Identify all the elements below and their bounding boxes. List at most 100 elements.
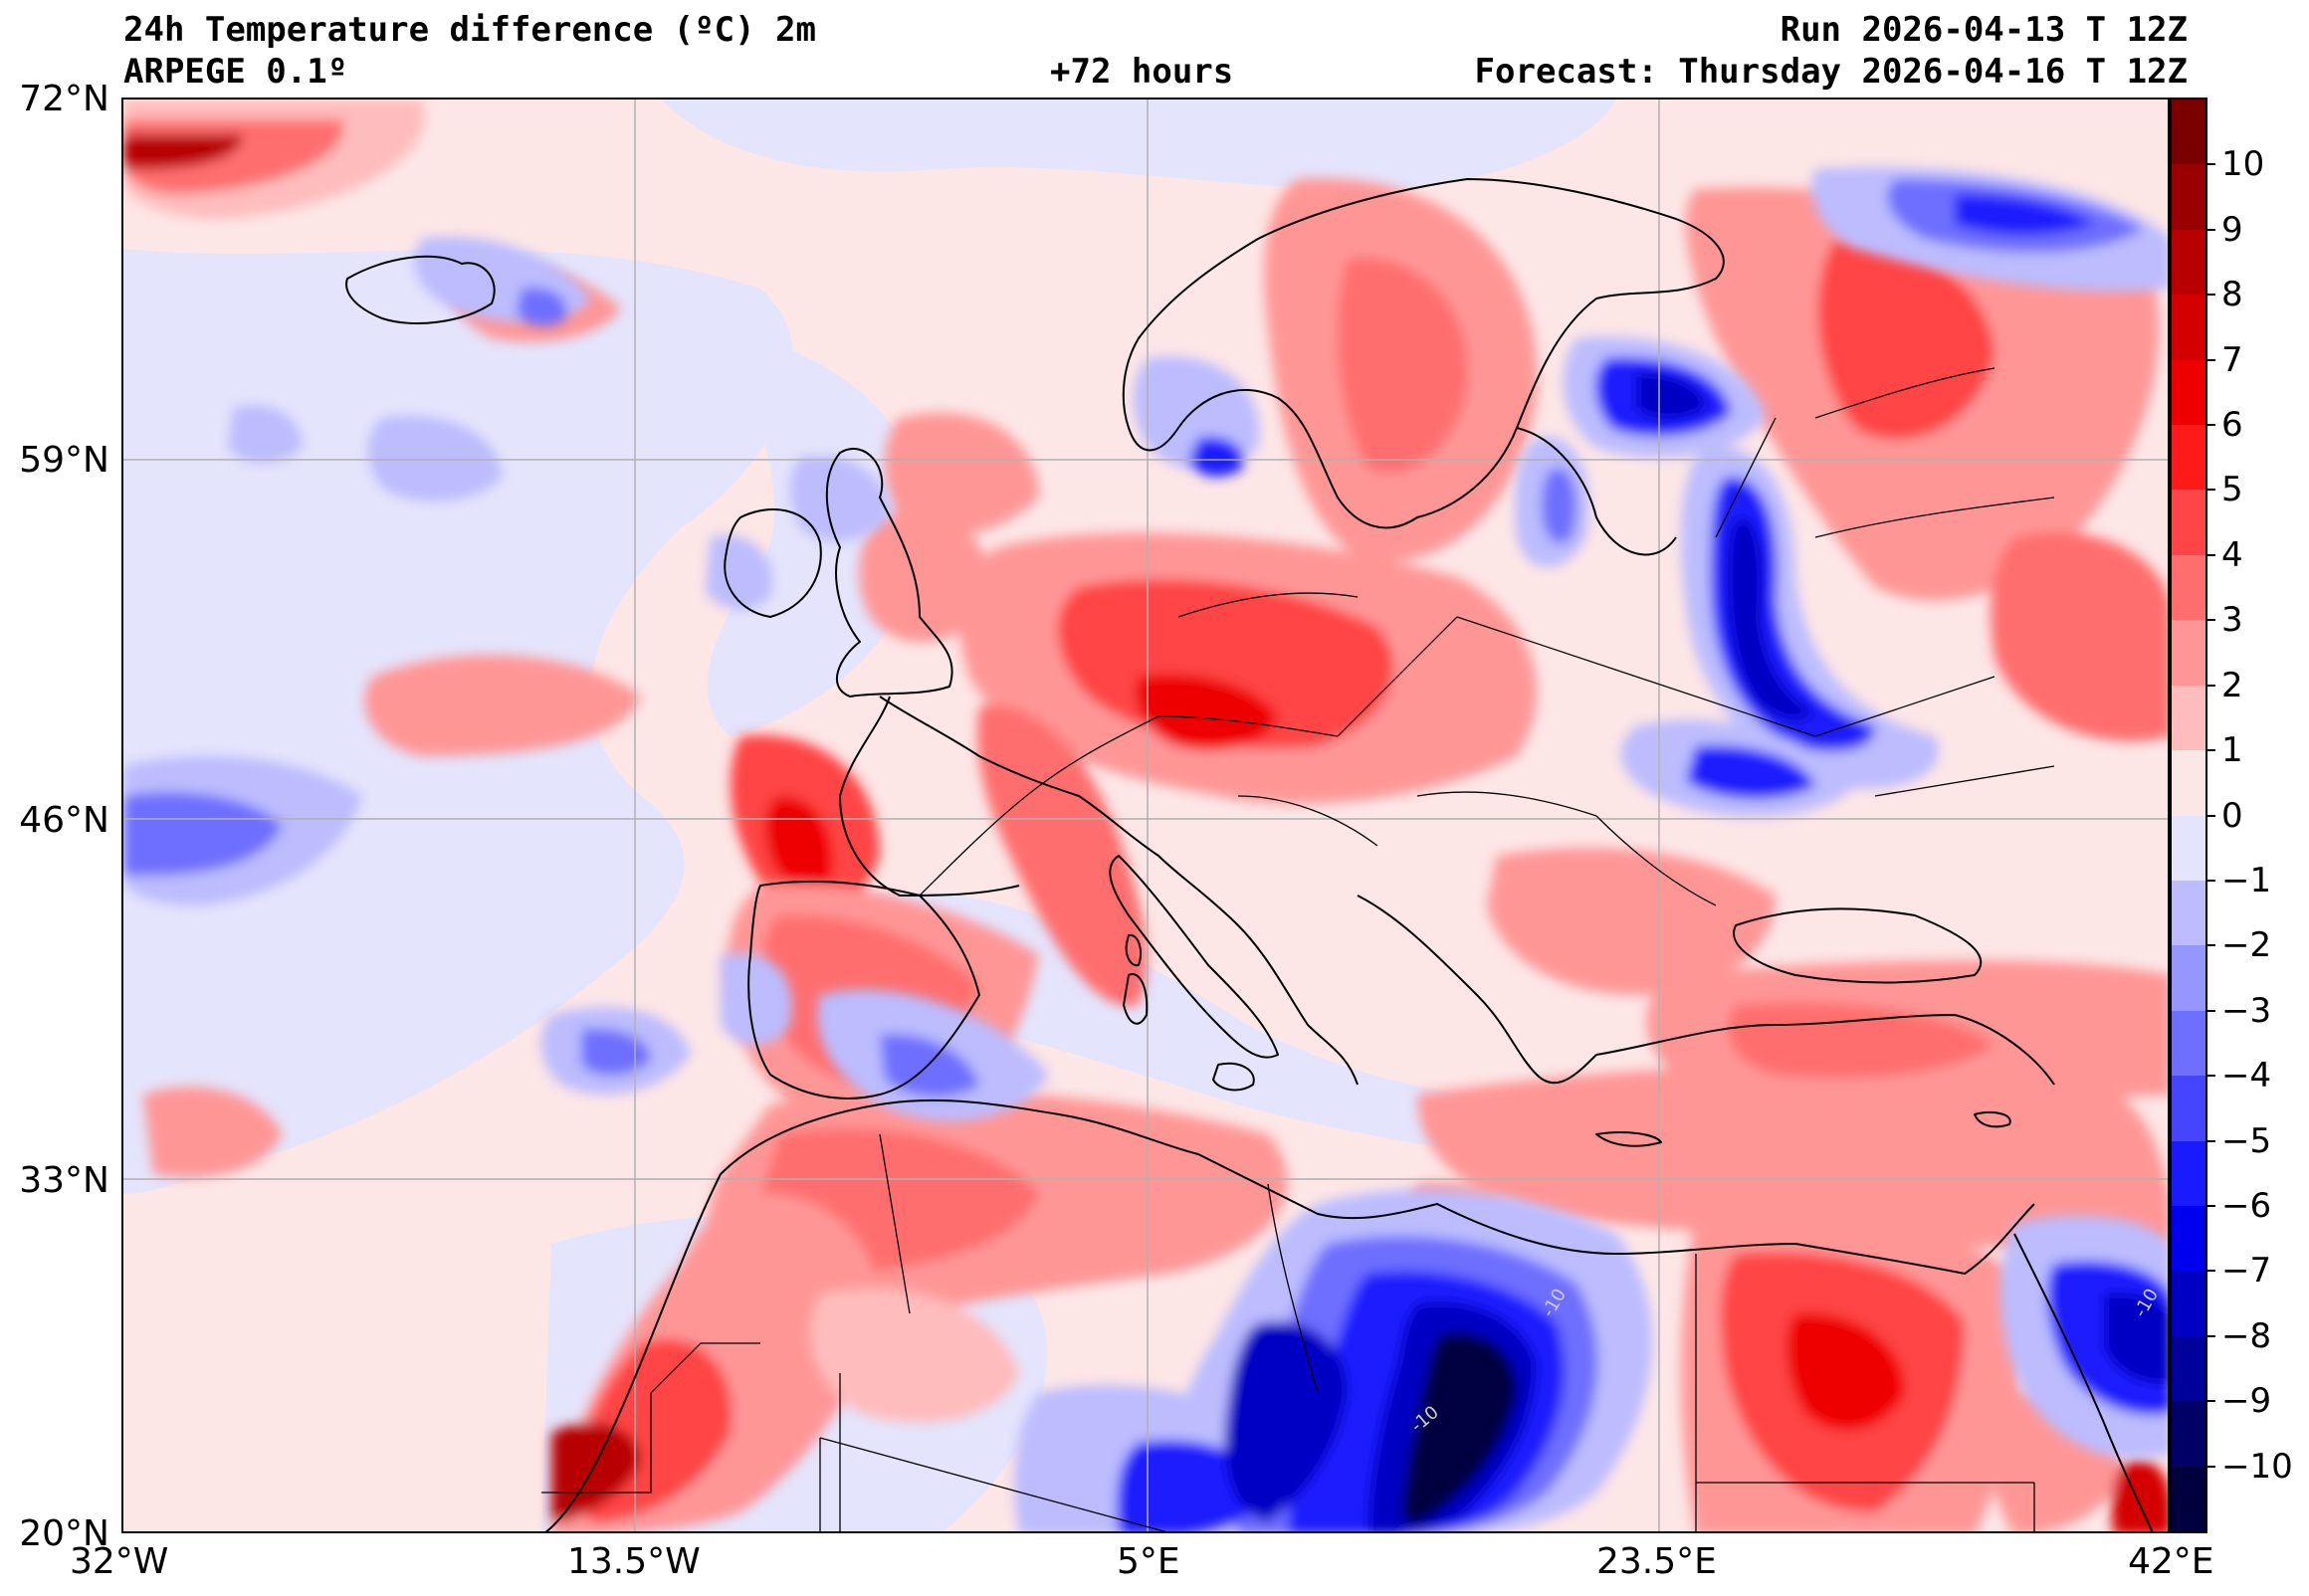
colorbar-tick-label: −8 xyxy=(2221,1315,2272,1356)
colorbar-tick-label: −1 xyxy=(2221,860,2272,900)
colorbar-tick-label: −6 xyxy=(2221,1185,2272,1226)
colorbar-tick-label: −7 xyxy=(2221,1251,2272,1292)
graticule xyxy=(123,100,2168,1531)
colorbar-tick-label: −4 xyxy=(2221,1056,2272,1097)
colorbar-tick-label: 2 xyxy=(2221,665,2243,705)
lat-label-33n: 33°N xyxy=(19,1160,109,1201)
colorbar-tick-label: 0 xyxy=(2221,795,2243,836)
sicily-coast xyxy=(1212,1062,1255,1092)
colorbar-segment xyxy=(2172,1401,2205,1468)
crete-coast xyxy=(1595,1131,1662,1147)
colorbar-tick-label: −10 xyxy=(2221,1446,2293,1487)
colorbar-tick-label: 7 xyxy=(2221,339,2243,380)
model-name: ARPEGE 0.1º xyxy=(123,52,348,92)
france-coast xyxy=(839,696,1020,897)
colorbar-tick xyxy=(2205,1334,2215,1337)
scandinavia-coast xyxy=(1122,178,1725,529)
arctic-cool-zone xyxy=(661,100,1616,189)
colorbar-tick-label: 10 xyxy=(2221,144,2265,185)
colorbar-tick-label: 6 xyxy=(2221,405,2243,446)
colorbar-segment xyxy=(2172,750,2205,816)
colorbar-tick xyxy=(2205,1009,2215,1012)
colorbar-tick xyxy=(2205,749,2215,752)
colorbar-segment xyxy=(2172,1466,2205,1532)
forecast-time: Forecast: Thursday 2026-04-16 T 12Z xyxy=(1474,52,2188,92)
colorbar-segment xyxy=(2172,815,2205,882)
coastlines xyxy=(345,178,2154,1531)
north-sea-cool-zone xyxy=(707,338,924,736)
lat-label-59n: 59°N xyxy=(19,440,109,481)
colorbar-tick xyxy=(2205,163,2215,166)
colorbar-segment xyxy=(2172,685,2205,751)
colorbar-tick-label: 4 xyxy=(2221,534,2243,575)
colorbar-tick-label: 8 xyxy=(2221,275,2243,315)
turkey-coast xyxy=(1595,1014,2055,1086)
iberia-coast xyxy=(747,880,980,1099)
colorbar-tick xyxy=(2205,228,2215,231)
colorbar-tick xyxy=(2205,684,2215,687)
warm-anomalies xyxy=(123,100,2168,1531)
temperature-difference-map: -10 -10 -10 xyxy=(121,98,2170,1533)
colorbar xyxy=(2170,98,2207,1533)
country-borders xyxy=(541,367,2055,1531)
colorbar-segment xyxy=(2172,1076,2205,1142)
lat-label-46n: 46°N xyxy=(19,800,109,841)
europe-west-coast xyxy=(879,696,1359,1086)
colorbar-segment xyxy=(2172,1140,2205,1207)
colorbar-segment xyxy=(2172,1271,2205,1337)
colorbar-segment xyxy=(2172,229,2205,296)
black-sea-coast xyxy=(1733,907,1983,984)
colorbar-tick-label: 3 xyxy=(2221,600,2243,641)
lon-label-23-5e: 23.5°E xyxy=(1596,1541,1717,1582)
lat-label-20n: 20°N xyxy=(19,1513,109,1554)
ireland-coast xyxy=(724,508,822,618)
colorbar-tick xyxy=(2205,814,2215,817)
colorbar-segment xyxy=(2172,164,2205,231)
lon-label-13-5w: 13.5°W xyxy=(567,1541,701,1582)
colorbar-segment xyxy=(2172,359,2205,426)
colorbar-segment xyxy=(2172,425,2205,491)
colorbar-tick xyxy=(2205,553,2215,556)
corsica-coast xyxy=(1125,933,1142,967)
colorbar-tick xyxy=(2205,879,2215,882)
colorbar-tick-label: −5 xyxy=(2221,1120,2272,1161)
colorbar-tick-label: −2 xyxy=(2221,925,2272,966)
colorbar-segment xyxy=(2172,490,2205,556)
lon-label-42e: 42°E xyxy=(2128,1541,2214,1582)
lon-label-5e: 5°E xyxy=(1117,1541,1180,1582)
colorbar-segment xyxy=(2172,1010,2205,1077)
colorbar-tick xyxy=(2205,358,2215,361)
colorbar-segment xyxy=(2172,620,2205,687)
colorbar-tick xyxy=(2205,619,2215,622)
colorbar-tick xyxy=(2205,1465,2215,1468)
colorbar-segment xyxy=(2172,554,2205,621)
lead-time: +72 hours xyxy=(1050,52,1234,92)
north-africa-coast xyxy=(720,1098,2035,1275)
colorbar-tick xyxy=(2205,1400,2215,1403)
colorbar-tick xyxy=(2205,489,2215,492)
colorbar-tick xyxy=(2205,1270,2215,1273)
iceland-coast xyxy=(345,255,496,324)
colorbar-tick xyxy=(2205,1204,2215,1207)
colorbar-segment xyxy=(2172,295,2205,361)
map-title: 24h Temperature difference (ºC) 2m xyxy=(123,10,816,50)
colorbar-tick-label: 1 xyxy=(2221,730,2243,771)
colorbar-tick-label: −3 xyxy=(2221,990,2272,1031)
red-sea-coast xyxy=(2013,1233,2154,1531)
colorbar-tick xyxy=(2205,1075,2215,1078)
colorbar-segment xyxy=(2172,1335,2205,1402)
colorbar-tick xyxy=(2205,294,2215,297)
great-britain-coast xyxy=(825,448,953,698)
italy-coast xyxy=(1109,855,1279,1059)
run-time: Run 2026-04-13 T 12Z xyxy=(1780,10,2188,50)
colorbar-tick-label: 9 xyxy=(2221,209,2243,250)
baltic-east-coast xyxy=(1516,427,1677,556)
colorbar-tick-label: 5 xyxy=(2221,470,2243,510)
map-svg: -10 -10 -10 xyxy=(123,100,2168,1531)
colorbar-segment xyxy=(2172,1205,2205,1272)
colorbar-segment xyxy=(2172,880,2205,946)
cold-anomalies xyxy=(123,167,2168,1531)
colorbar-tick xyxy=(2205,1139,2215,1142)
morocco-atlantic-coast xyxy=(544,1173,722,1531)
colorbar-segment xyxy=(2172,100,2205,165)
